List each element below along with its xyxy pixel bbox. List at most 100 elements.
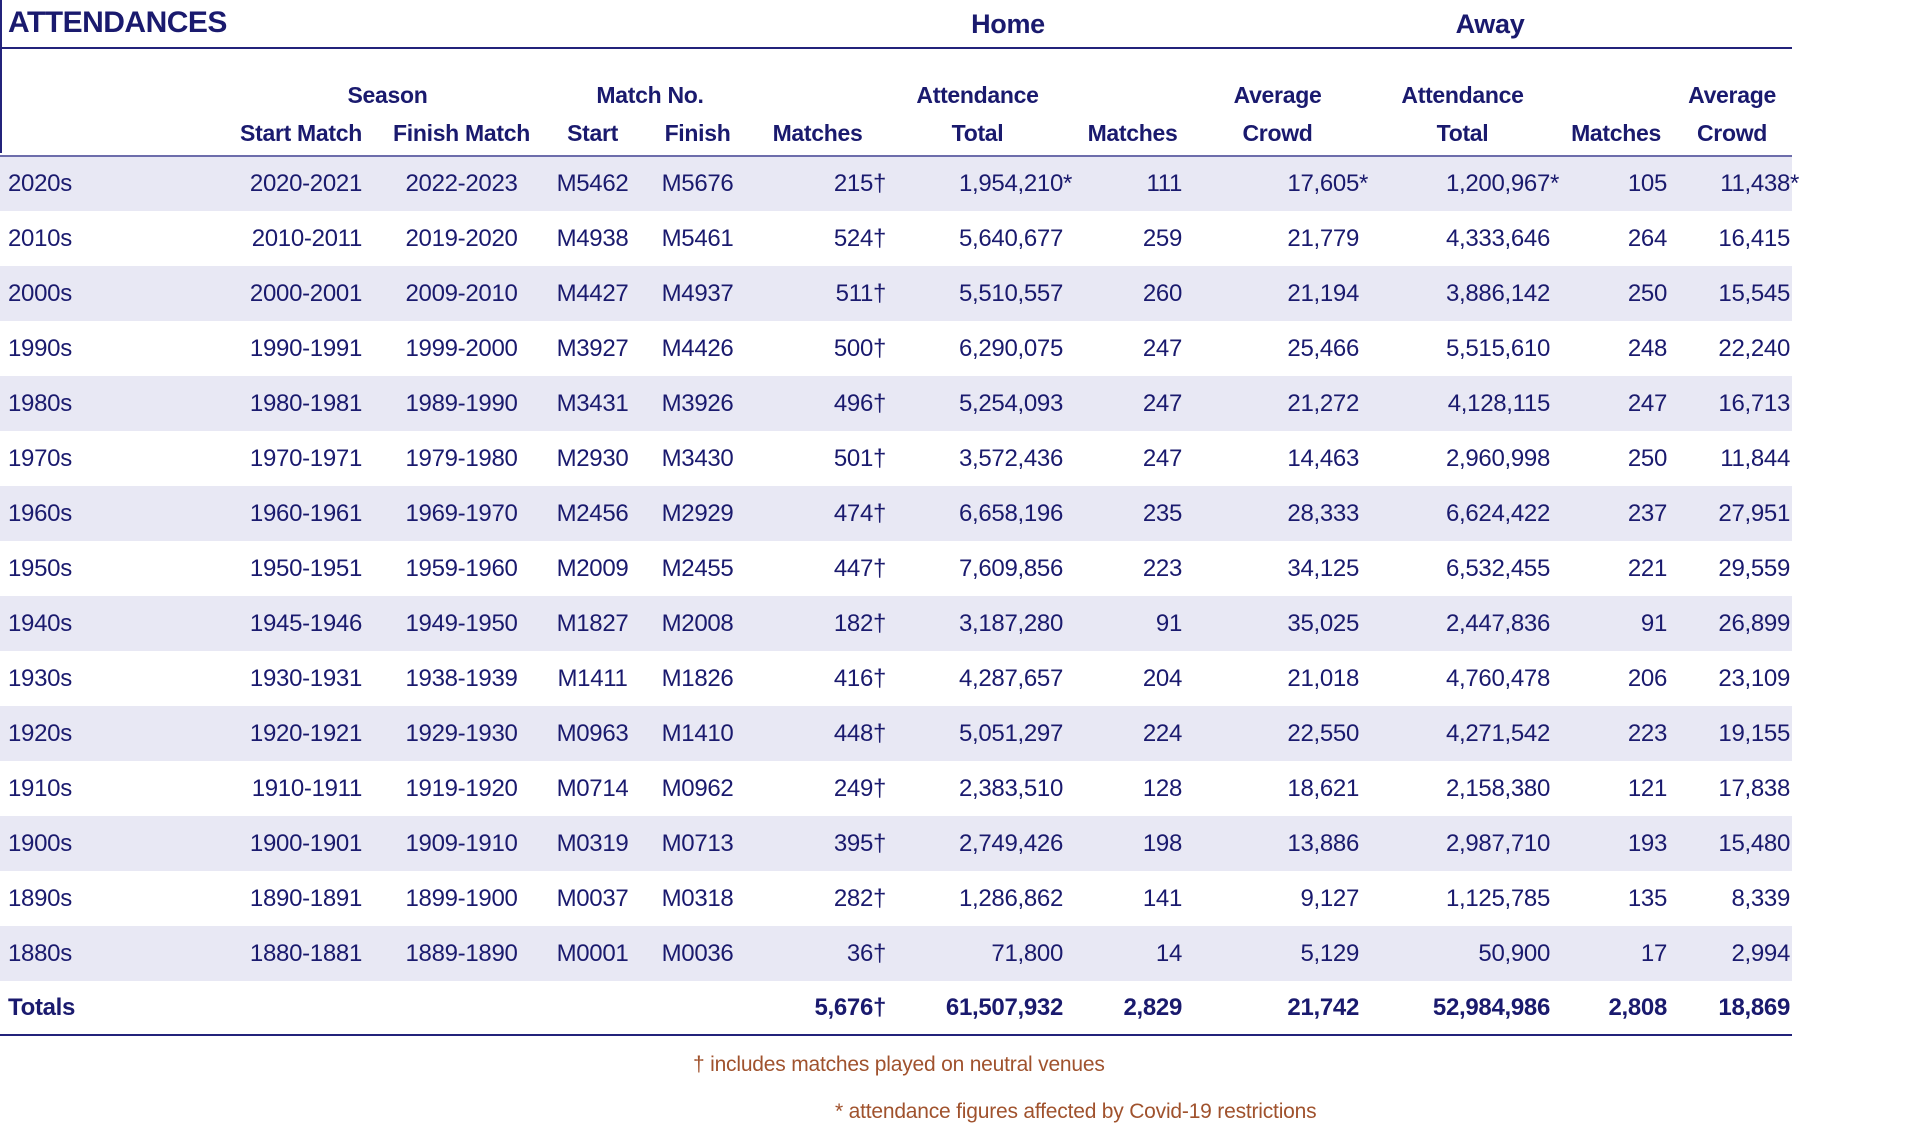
cell-attendance_total_away: 5,515,610 (1445, 334, 1551, 362)
cell-decade: 1970s (8, 444, 72, 472)
cell-attendance_total_away: 4,128,115 (1447, 389, 1551, 417)
cell-matches_total: 215† (833, 170, 887, 197)
cell-matches_home: 141 (1142, 884, 1183, 912)
cell-average_crowd_home: 22,550 (1287, 719, 1360, 747)
cell-match_no_finish: M0036 (661, 939, 734, 967)
table-row-1940s: 1940s 1945-1946 1949-1950 M1827 M2008 182† 3,1… (0, 596, 1793, 651)
cell-match_no_finish: M5461 (661, 224, 734, 252)
table-row-1990s: 1990s 1990-1991 1999-2000 M3927 M4426 500† 6,2… (0, 321, 1792, 376)
cell-matches_away: 264 (1627, 224, 1668, 252)
cell-match_no_start: M0319 (556, 829, 629, 857)
cell-attendance_total_home: 5,254,093 (958, 389, 1064, 417)
cell-decade: 2020s (8, 170, 72, 197)
table-body: 2020s 2020-2021 2022-2023 M5462 M5676 215† 1,9… (0, 156, 1799, 981)
cell-matches_away: 206 (1627, 664, 1668, 692)
cell-start_match: 1980-1981 (249, 389, 362, 417)
footnote-asterisk: * attendance figures affected by Covid-1… (835, 1100, 1317, 1123)
cell-matches_away: 247 (1627, 389, 1668, 417)
cell-matches_total: 511† (835, 279, 887, 307)
cell-attendance_total_away: 6,624,422 (1445, 499, 1551, 527)
totals-cell-matches_total: 5,676† (755, 981, 886, 1036)
group-header-row: Season Match No. Attendance Average Atte… (0, 49, 1792, 111)
cell-match_no_start: M4427 (556, 279, 629, 307)
cell-finish_match: 1938-1939 (405, 664, 518, 692)
totals-cell-finish_match (378, 981, 546, 1036)
cell-attendance_total_home: 2,749,426 (958, 829, 1064, 857)
cell-attendance_total_home: 2,383,510 (958, 774, 1064, 802)
cell-average_crowd_away: 17,838 (1718, 774, 1791, 802)
cell-match_no_start: M5462 (556, 170, 629, 197)
cell-match_no_finish: M4937 (661, 279, 734, 307)
cell-average_crowd_home: 34,125 (1287, 554, 1360, 582)
cell-matches_home: 224 (1142, 719, 1183, 747)
column-header-matches-home: Matches (1075, 111, 1191, 157)
cell-match_no_start: M1411 (557, 664, 628, 692)
cell-attendance_total_home: 5,051,297 (958, 719, 1064, 747)
cell-attendance_total_home: 7,609,856 (958, 554, 1064, 582)
cell-matches_away: 91 (1640, 609, 1668, 637)
cell-attendance_total_away: 2,447,836 (1445, 609, 1551, 637)
cell-matches_home: 128 (1142, 774, 1183, 802)
cell-decade: 1950s (8, 554, 72, 582)
cell-matches_away: 250 (1627, 279, 1668, 307)
cell-matches_total: 501† (833, 444, 887, 472)
cell-start_match: 1920-1921 (249, 719, 362, 747)
cell-matches_total: 36† (846, 939, 887, 967)
group-header-match-no: Match No. (596, 82, 704, 108)
cell-average_crowd_home: 21,272 (1287, 389, 1360, 417)
cell-start_match: 1950-1951 (249, 554, 362, 582)
cell-average_crowd_home: 14,463 (1287, 444, 1360, 472)
totals-cell-match_no_start (545, 981, 641, 1036)
cell-matches_total: 447† (833, 554, 887, 582)
cell-matches_away: 17 (1640, 939, 1668, 967)
cell-matches_away: 221 (1627, 554, 1668, 582)
cell-matches_home: 247 (1142, 389, 1183, 417)
cell-match_no_finish: M1826 (661, 664, 734, 692)
group-header-spacer (0, 49, 120, 111)
cell-average_crowd_away: 26,899 (1718, 609, 1791, 637)
cell-attendance_total_away: 3,886,142 (1445, 279, 1551, 307)
cell-matches_home: 198 (1142, 829, 1183, 857)
cell-match_no_finish: M3430 (661, 444, 734, 472)
cell-attendance_total_home: 71,800 (991, 939, 1064, 967)
cell-finish_match: 1969-1970 (405, 499, 518, 527)
cell-start_match: 2020-2021 (249, 170, 362, 197)
table-row-1980s: 1980s 1980-1981 1989-1990 M3431 M3926 496† 5,2… (0, 376, 1793, 431)
cell-attendance_total_home: 5,640,677 (958, 224, 1064, 252)
column-header-start-match: Start Match (120, 111, 378, 157)
cell-matches_home: 204 (1142, 664, 1183, 692)
cell-matches_home: 14 (1155, 939, 1183, 967)
cell-match_no_finish: M5676 (661, 170, 734, 197)
table-row-2020s: 2020s 2020-2021 2022-2023 M5462 M5676 215† 1,9… (0, 156, 1799, 211)
table-row-1880s: 1880s 1880-1881 1889-1890 M0001 M0036 36† 71,8… (0, 926, 1793, 981)
section-header-away: Away (1455, 9, 1525, 39)
cell-finish_match: 1949-1950 (405, 609, 518, 637)
cell-decade: 1940s (8, 609, 72, 637)
cell-average_crowd_away: 8,339 (1731, 884, 1791, 912)
totals-cell-start_match (120, 981, 378, 1036)
section-header-home: Home (971, 9, 1045, 39)
cell-attendance_total_away: 2,158,380 (1445, 774, 1551, 802)
cell-matches_home: 111 (1146, 170, 1183, 197)
column-header-finish-match: Finish Match (378, 111, 546, 157)
column-header-match-finish: Finish (640, 111, 756, 157)
cell-matches_away: 121 (1627, 774, 1668, 802)
cell-average_crowd_home: 13,886 (1287, 829, 1360, 857)
cell-attendance_total_away: 1,200,967* (1445, 170, 1560, 197)
cell-average_crowd_home: 21,194 (1287, 279, 1360, 307)
group-header-attendance-away: Attendance (1401, 82, 1524, 108)
cell-matches_total: 524† (833, 224, 887, 252)
cell-match_no_start: M1827 (556, 609, 629, 637)
cell-average_crowd_home: 5,129 (1300, 939, 1360, 967)
cell-attendance_total_away: 2,987,710 (1445, 829, 1551, 857)
column-header-decade (0, 111, 120, 157)
cell-attendance_total_away: 6,532,455 (1445, 554, 1551, 582)
cell-matches_total: 416† (833, 664, 887, 692)
cell-attendance_total_away: 4,333,646 (1445, 224, 1551, 252)
left-edge-rule (0, 0, 2, 153)
page-title: ATTENDANCES (8, 6, 227, 39)
column-header-row: Start Match Finish Match Start Finish Ma… (0, 111, 1793, 157)
cell-average_crowd_away: 2,994 (1731, 939, 1791, 967)
cell-average_crowd_away: 27,951 (1718, 499, 1791, 527)
